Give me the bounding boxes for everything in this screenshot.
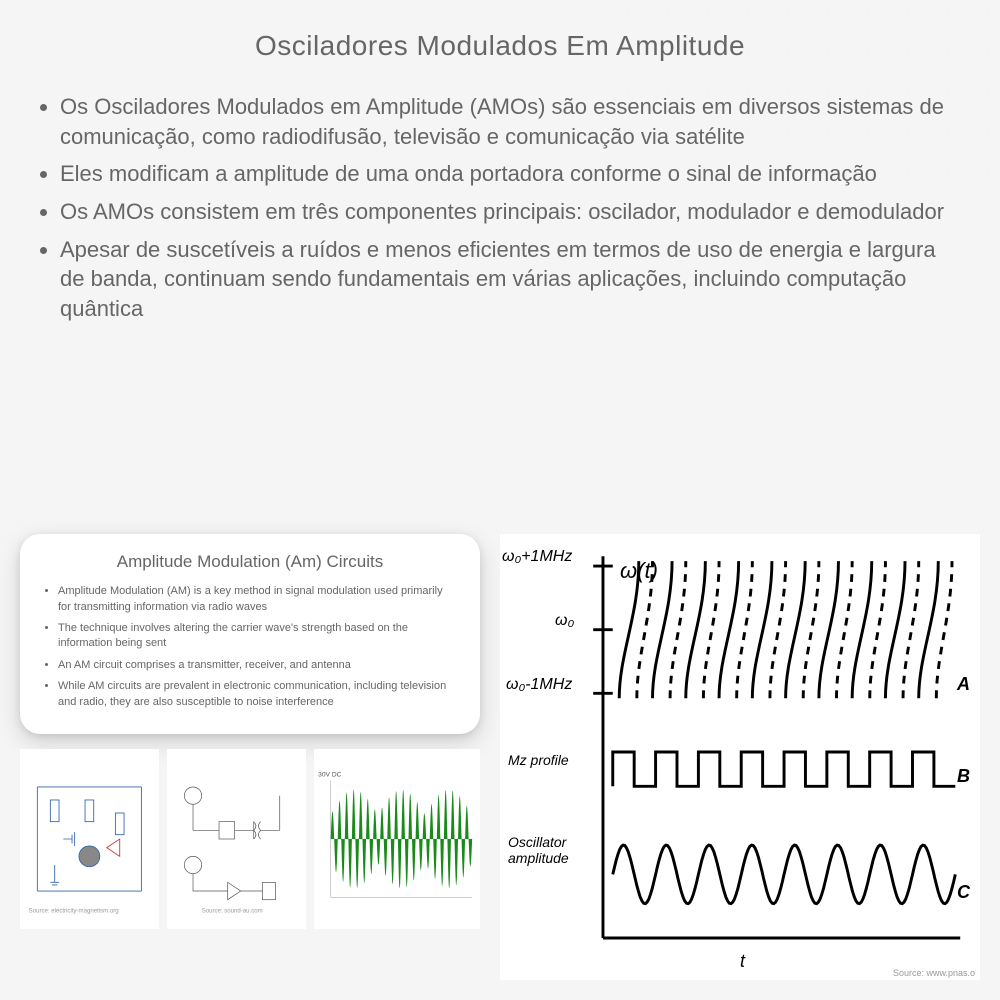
curve-b-label: B — [957, 766, 970, 787]
curve-c-label: C — [957, 882, 970, 903]
left-column: Amplitude Modulation (Am) Circuits Ampli… — [20, 534, 480, 980]
y-label-bot: ω₀-1MHz — [506, 676, 572, 694]
mz-label: Mz profile — [508, 752, 569, 768]
curve-a-label: A — [957, 674, 970, 695]
omega-t-label: ω(t) — [620, 558, 658, 584]
source-label: Source: electricity-magnetism.org — [29, 909, 119, 915]
osc-amp-label: Oscillator amplitude — [508, 834, 588, 866]
circuit-svg-1: Source: electricity-magnetism.org — [20, 749, 159, 929]
am-waveform: 30V DC — [314, 749, 481, 929]
card-bullet: Amplitude Modulation (AM) is a key metho… — [58, 584, 458, 615]
card-bullet-list: Amplitude Modulation (AM) is a key metho… — [42, 584, 458, 710]
oscillator-chart: ω₀+1MHz ω₀ ω₀-1MHz ω(t) Mz profile Oscil… — [500, 534, 980, 980]
circuit-row: Source: electricity-magnetism.org — [20, 749, 480, 929]
circuit-diagram-2: Source: sound-au.com — [167, 749, 306, 929]
source-right: Source: www.pnas.o — [893, 968, 975, 978]
circuit-diagram-1: Source: electricity-magnetism.org — [20, 749, 159, 929]
y-label-mid: ω₀ — [555, 612, 574, 630]
info-card: Amplitude Modulation (Am) Circuits Ampli… — [20, 534, 480, 734]
y-label-top: ω₀+1MHz — [502, 548, 572, 566]
card-bullet: An AM circuit comprises a transmitter, r… — [58, 658, 458, 673]
circuit-svg-2: Source: sound-au.com — [167, 749, 306, 929]
card-bullet: While AM circuits are prevalent in elect… — [58, 679, 458, 710]
background-texture — [600, 0, 1000, 200]
x-axis-label: t — [740, 951, 745, 972]
oscillator-svg — [510, 544, 970, 970]
card-bullet: The technique involves altering the carr… — [58, 621, 458, 652]
am-wave-svg: 30V DC — [314, 749, 481, 929]
source-label: Source: sound-au.com — [201, 909, 262, 915]
svg-text:30V DC: 30V DC — [318, 771, 341, 778]
bullet-item: Os AMOs consistem em três componentes pr… — [60, 197, 960, 227]
card-title: Amplitude Modulation (Am) Circuits — [42, 552, 458, 572]
lower-section: Amplitude Modulation (Am) Circuits Ampli… — [20, 534, 980, 980]
bullet-item: Apesar de suscetíveis a ruídos e menos e… — [60, 235, 960, 324]
